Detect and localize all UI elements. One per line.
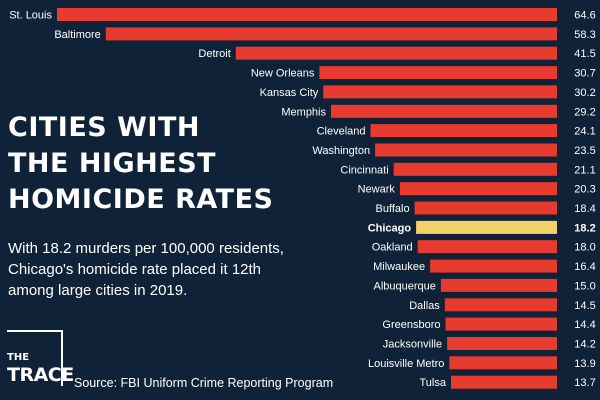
value-label: 14.4 xyxy=(574,319,595,331)
bar-st-louis xyxy=(57,8,557,21)
category-label: Buffalo xyxy=(376,203,410,215)
value-label: 18.4 xyxy=(574,203,595,215)
value-label: 13.7 xyxy=(574,377,595,389)
value-label: 29.2 xyxy=(574,106,595,118)
category-label: Cincinnati xyxy=(340,164,388,176)
value-label: 14.5 xyxy=(574,300,595,312)
value-label: 58.3 xyxy=(574,29,595,41)
category-label: Kansas City xyxy=(260,87,319,99)
bar-memphis xyxy=(331,104,557,118)
subhead: With 18.2 murders per 100,000 residents,… xyxy=(8,240,284,299)
category-label: Tulsa xyxy=(420,377,447,389)
logo-the-text: THE xyxy=(7,352,30,363)
category-label: St. Louis xyxy=(9,10,52,22)
value-label: 30.2 xyxy=(574,87,595,99)
category-label: Jacksonville xyxy=(383,339,442,351)
bar-cincinnati xyxy=(393,162,557,176)
bar-washington xyxy=(375,143,557,157)
value-label: 18.2 xyxy=(574,222,595,234)
value-label: 14.2 xyxy=(574,339,595,351)
bar-jacksonville xyxy=(447,337,557,350)
bar-louisville-metro xyxy=(449,356,557,370)
category-label: New Orleans xyxy=(251,68,315,80)
headline-line-3: HOMICIDE RATES xyxy=(8,184,274,215)
bar-greensboro xyxy=(445,317,557,331)
headline: CITIES WITH THE HIGHEST HOMICIDE RATES xyxy=(8,110,273,218)
value-label: 18.0 xyxy=(574,242,595,254)
bar-cleveland xyxy=(370,124,557,138)
category-label: Albuquerque xyxy=(374,280,436,292)
the-trace-logo: THE TRACE xyxy=(7,330,74,388)
category-label: Dallas xyxy=(409,300,440,312)
category-label: Oakland xyxy=(372,242,413,254)
category-label: Baltimore xyxy=(54,29,100,41)
value-label: 30.7 xyxy=(574,68,595,80)
category-label: Louisville Metro xyxy=(368,358,444,370)
bar-oakland xyxy=(417,240,557,254)
bar-dallas xyxy=(444,298,557,312)
value-label: 16.4 xyxy=(574,261,595,273)
headline-line-2: THE HIGHEST xyxy=(8,148,217,179)
value-label: 23.5 xyxy=(574,145,595,157)
bar-albuquerque xyxy=(440,278,557,292)
bar-kansas-city xyxy=(323,85,557,99)
category-label: Washington xyxy=(312,145,370,157)
bar-chicago xyxy=(416,220,557,234)
bar-buffalo xyxy=(414,201,557,215)
bar-baltimore xyxy=(105,27,558,41)
value-label: 21.1 xyxy=(574,164,595,176)
value-label: 41.5 xyxy=(574,48,595,60)
value-label: 20.3 xyxy=(574,184,595,196)
category-label: Chicago xyxy=(368,222,412,234)
category-label: Newark xyxy=(358,184,396,196)
logo-frame xyxy=(7,330,63,386)
source-note: Source: FBI Uniform Crime Reporting Prog… xyxy=(74,376,334,390)
bar-tulsa xyxy=(451,375,557,389)
value-label: 64.6 xyxy=(574,10,595,22)
category-label: Detroit xyxy=(198,48,230,60)
bar-milwaukee xyxy=(430,259,557,273)
bar-detroit xyxy=(235,46,558,60)
category-label: Memphis xyxy=(281,106,326,118)
category-label: Greensboro xyxy=(382,319,440,331)
headline-line-1: CITIES WITH xyxy=(8,112,200,143)
value-label: 13.9 xyxy=(574,358,595,370)
bar-newark xyxy=(399,182,557,196)
value-label: 15.0 xyxy=(574,280,595,292)
category-label: Milwaukee xyxy=(373,261,425,273)
category-label: Cleveland xyxy=(317,126,366,138)
logo-name-text: TRACE xyxy=(7,364,74,386)
bar-new-orleans xyxy=(319,66,557,80)
value-label: 24.1 xyxy=(574,126,595,138)
